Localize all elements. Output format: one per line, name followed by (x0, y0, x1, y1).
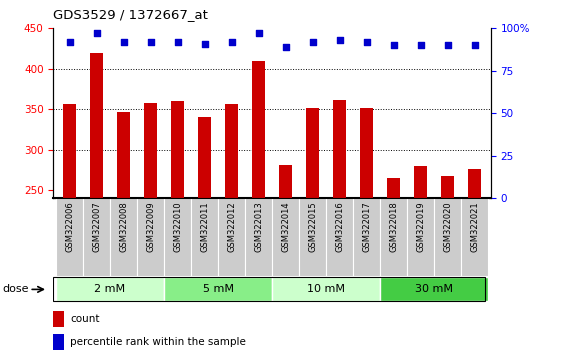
Bar (83, 198, 110, 276)
Bar (137, 198, 164, 276)
Point (65, 39, 74, 45)
Bar (380, 278, 488, 301)
Bar (110, 198, 137, 276)
Text: GSM322016: GSM322016 (335, 201, 344, 252)
Bar (333, 99, 346, 198)
Text: 30 mM: 30 mM (415, 284, 453, 295)
Point (416, 42, 425, 48)
Bar (245, 198, 272, 276)
Bar (63, 104, 76, 198)
Text: 2 mM: 2 mM (94, 284, 126, 295)
Text: GDS3529 / 1372667_at: GDS3529 / 1372667_at (53, 8, 208, 21)
Text: GSM322013: GSM322013 (254, 201, 263, 252)
Point (470, 42, 479, 48)
Text: 10 mM: 10 mM (307, 284, 345, 295)
Point (389, 42, 398, 48)
Bar (252, 61, 265, 198)
Bar (53, 311, 64, 327)
Bar (326, 198, 353, 276)
Text: GSM322017: GSM322017 (362, 201, 371, 252)
Bar (191, 198, 218, 276)
Bar (164, 278, 272, 301)
Bar (164, 198, 191, 276)
Bar (56, 278, 164, 301)
Point (362, 39, 371, 45)
Bar (272, 198, 299, 276)
Text: GSM322015: GSM322015 (308, 201, 317, 252)
Text: GSM322006: GSM322006 (65, 201, 74, 252)
Bar (272, 278, 380, 301)
Point (173, 39, 182, 45)
Point (443, 42, 452, 48)
Bar (90, 53, 103, 198)
Text: GSM322018: GSM322018 (389, 201, 398, 252)
Point (119, 39, 128, 45)
Bar (198, 117, 211, 198)
Bar (56, 198, 83, 276)
Text: GSM322008: GSM322008 (119, 201, 128, 252)
Bar (441, 176, 454, 198)
Bar (117, 112, 130, 198)
Bar (279, 165, 292, 198)
Bar (387, 178, 401, 198)
Text: GSM322021: GSM322021 (470, 201, 479, 252)
Text: GSM322012: GSM322012 (227, 201, 236, 252)
Text: GSM322014: GSM322014 (281, 201, 290, 252)
Text: percentile rank within the sample: percentile rank within the sample (70, 337, 246, 347)
Text: dose: dose (3, 284, 29, 295)
Point (146, 39, 155, 45)
Bar (353, 198, 380, 276)
Bar (360, 108, 374, 198)
Bar (225, 104, 238, 198)
Text: 5 mM: 5 mM (203, 284, 233, 295)
Point (227, 39, 236, 45)
Point (281, 44, 290, 50)
Text: GSM322009: GSM322009 (146, 201, 155, 252)
Bar (414, 166, 427, 198)
Text: GSM322019: GSM322019 (416, 201, 425, 252)
Point (308, 39, 317, 45)
Text: count: count (70, 314, 99, 324)
Bar (144, 103, 157, 198)
Text: GSM322007: GSM322007 (92, 201, 101, 252)
Bar (171, 101, 185, 198)
Point (254, 30, 263, 36)
Bar (53, 334, 64, 350)
Point (92, 30, 101, 36)
Bar (468, 169, 481, 198)
Bar (434, 198, 461, 276)
Point (335, 38, 344, 43)
Text: GSM322011: GSM322011 (200, 201, 209, 252)
Bar (407, 198, 434, 276)
Bar (380, 198, 407, 276)
Bar (461, 198, 488, 276)
Text: GSM322020: GSM322020 (443, 201, 452, 252)
Bar (306, 108, 319, 198)
Bar (299, 198, 326, 276)
Bar (218, 198, 245, 276)
Point (200, 41, 209, 46)
Text: GSM322010: GSM322010 (173, 201, 182, 252)
